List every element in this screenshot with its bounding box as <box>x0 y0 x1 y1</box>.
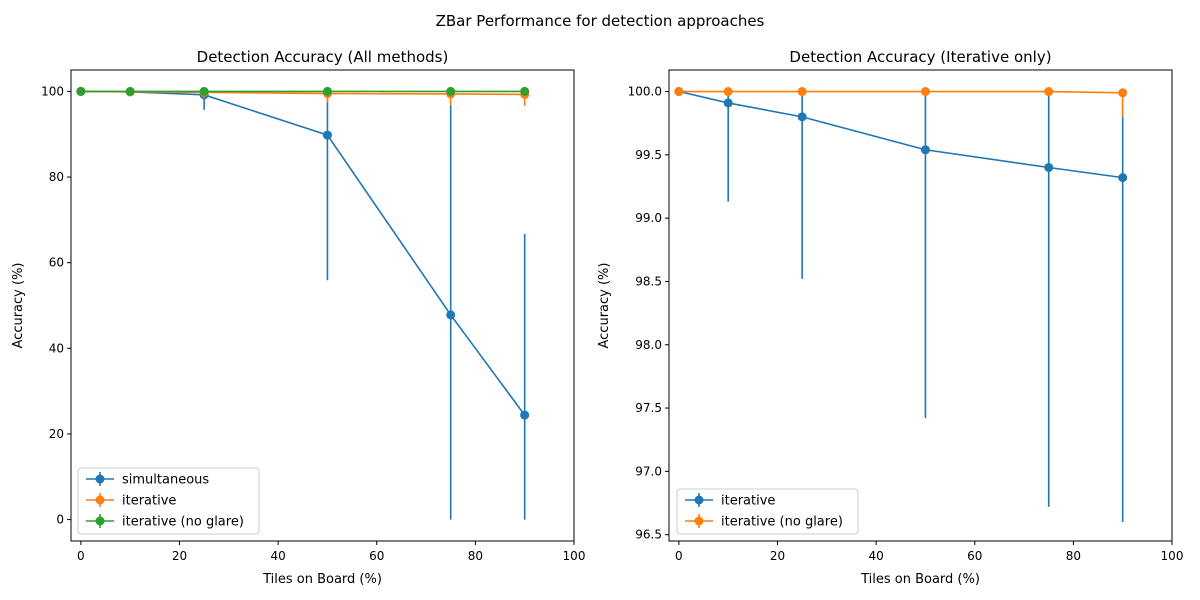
data-point <box>1118 173 1128 183</box>
data-point <box>920 145 930 155</box>
data-point <box>797 112 807 122</box>
y-tick-label: 80 <box>49 170 64 184</box>
y-tick-label: 97.5 <box>635 401 662 415</box>
y-tick-label: 60 <box>49 256 64 270</box>
data-point <box>322 86 332 96</box>
data-point <box>199 86 209 96</box>
y-tick-label: 100.0 <box>628 85 662 99</box>
y-axis-label: Accuracy (%) <box>597 263 612 349</box>
legend-marker-iterative-no-glare <box>95 516 105 526</box>
legend: iterative iterative (no glare) <box>676 488 859 535</box>
x-tick-label: 60 <box>967 549 982 563</box>
data-point <box>674 87 684 97</box>
x-axis-label: Tiles on Board (%) <box>262 572 382 587</box>
series-line-iterative-no-glare <box>678 90 1123 94</box>
y-tick-label: 99.5 <box>635 148 662 162</box>
series-iterative-no-glare <box>76 86 530 96</box>
y-tick-label: 98.0 <box>635 338 662 352</box>
legend: simultaneous iterative iterative (no glare… <box>77 467 260 535</box>
data-point <box>446 86 456 96</box>
figure-title: ZBar Performance for detection approache… <box>436 12 765 30</box>
legend-marker-iterative <box>95 495 105 505</box>
axes-frame <box>668 69 1173 542</box>
legend-label-iterative: iterative <box>721 494 775 509</box>
legend-label-iterative-no-glare: iterative (no glare) <box>721 515 843 530</box>
chart-title: Detection Accuracy (Iterative only) <box>789 48 1051 66</box>
data-point <box>520 86 530 96</box>
data-point <box>1118 88 1128 98</box>
data-point <box>125 86 135 96</box>
x-tick-label: 60 <box>369 549 384 563</box>
data-point <box>76 86 86 96</box>
data-point <box>1044 87 1054 97</box>
legend-marker-iterative <box>694 495 704 505</box>
data-point <box>797 87 807 97</box>
legend-label-iterative-no-glare: iterative (no glare) <box>122 515 244 530</box>
y-tick-label: 40 <box>49 341 64 355</box>
y-tick-label: 0 <box>56 513 64 527</box>
data-point <box>520 410 530 420</box>
data-point <box>1044 162 1054 172</box>
series-iterative <box>674 87 1128 523</box>
x-tick-label: 80 <box>1066 549 1081 563</box>
x-tick-label: 0 <box>675 549 683 563</box>
x-tick-label: 20 <box>770 549 785 563</box>
y-tick-label: 100 <box>41 84 64 98</box>
data-point <box>723 87 733 97</box>
chart-all-methods: Detection Accuracy (All methods) Tiles on… <box>11 48 585 587</box>
legend-marker-simultaneous <box>95 474 105 484</box>
x-axis-label: Tiles on Board (%) <box>860 572 980 587</box>
legend-label-iterative: iterative <box>122 494 176 509</box>
x-tick-label: 40 <box>868 549 883 563</box>
y-tick-label: 20 <box>49 427 64 441</box>
x-tick-label: 100 <box>563 549 586 563</box>
chart-title: Detection Accuracy (All methods) <box>197 48 449 66</box>
legend-box <box>77 467 260 535</box>
plot-area <box>76 86 530 520</box>
x-tick-label: 40 <box>270 549 285 563</box>
x-tick-label: 20 <box>172 549 187 563</box>
y-tick-label: 97.0 <box>635 464 662 478</box>
legend-box <box>676 488 859 535</box>
x-tick-label: 80 <box>468 549 483 563</box>
data-point <box>723 98 733 108</box>
y-tick-label: 98.5 <box>635 274 662 288</box>
legend-label-simultaneous: simultaneous <box>122 473 209 488</box>
x-tick-label: 100 <box>1161 549 1184 563</box>
chart-iterative-only: Detection Accuracy (Iterative only) Tiles… <box>597 48 1183 587</box>
y-tick-label: 99.0 <box>635 211 662 225</box>
plot-area <box>674 87 1128 523</box>
legend-marker-iterative-no-glare <box>694 516 704 526</box>
series-line-iterative <box>678 90 1123 179</box>
data-point <box>446 310 456 320</box>
series-iterative-no-glare <box>674 87 1128 117</box>
y-tick-label: 96.5 <box>635 528 662 542</box>
y-axis-label: Accuracy (%) <box>11 263 26 349</box>
data-point <box>322 130 332 140</box>
axes-frame <box>70 69 575 542</box>
data-point <box>920 87 930 97</box>
x-tick-label: 0 <box>77 549 85 563</box>
